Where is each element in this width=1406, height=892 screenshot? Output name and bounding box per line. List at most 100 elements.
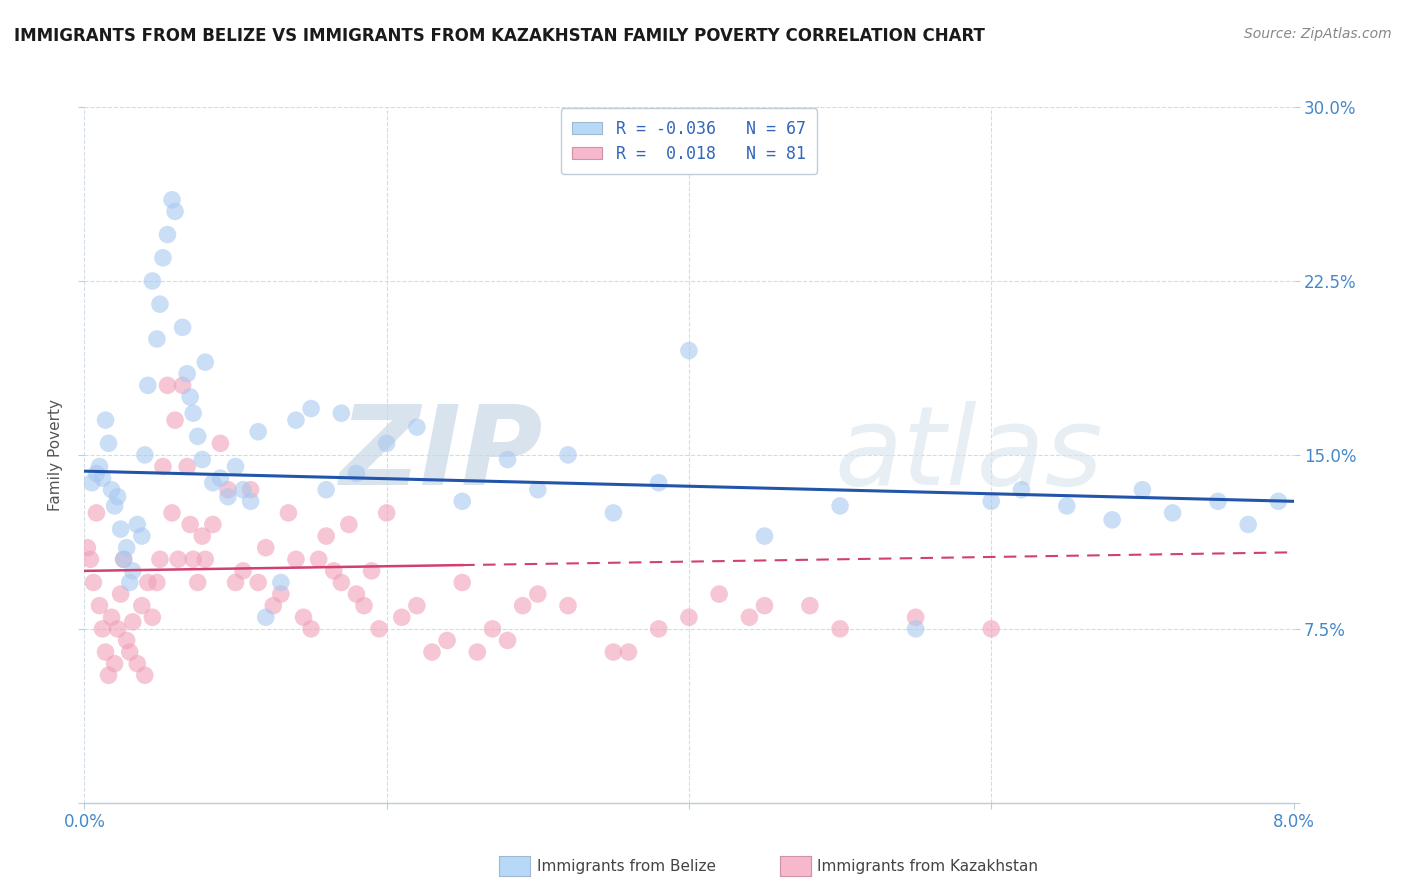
- Point: [247, 575, 270, 590]
- Point: [330, 575, 353, 590]
- Point: [1056, 499, 1078, 513]
- Point: [217, 490, 239, 504]
- Point: [181, 406, 204, 420]
- Point: [270, 587, 292, 601]
- Point: [557, 599, 579, 613]
- Point: [94, 413, 117, 427]
- Point: [131, 529, 153, 543]
- Point: [270, 575, 292, 590]
- Point: [209, 436, 232, 450]
- Point: [360, 564, 382, 578]
- Point: [285, 413, 308, 427]
- Point: [107, 622, 129, 636]
- Point: [191, 529, 214, 543]
- Point: [420, 645, 443, 659]
- Point: [254, 610, 277, 624]
- Text: Immigrants from Kazakhstan: Immigrants from Kazakhstan: [817, 859, 1038, 873]
- Point: [436, 633, 458, 648]
- Point: [179, 517, 201, 532]
- Point: [152, 459, 174, 474]
- Point: [678, 610, 700, 624]
- Point: [322, 564, 344, 578]
- Point: [527, 483, 550, 497]
- Y-axis label: Family Poverty: Family Poverty: [48, 399, 63, 511]
- Point: [315, 483, 337, 497]
- Text: Source: ZipAtlas.com: Source: ZipAtlas.com: [1244, 27, 1392, 41]
- Point: [127, 657, 149, 671]
- Point: [308, 552, 330, 566]
- Text: IMMIGRANTS FROM BELIZE VS IMMIGRANTS FROM KAZAKHSTAN FAMILY POVERTY CORRELATION : IMMIGRANTS FROM BELIZE VS IMMIGRANTS FRO…: [14, 27, 986, 45]
- Point: [201, 475, 224, 490]
- Point: [451, 575, 474, 590]
- Point: [527, 587, 550, 601]
- Point: [91, 622, 114, 636]
- Point: [156, 378, 179, 392]
- Point: [181, 552, 204, 566]
- Point: [201, 517, 224, 532]
- Point: [179, 390, 201, 404]
- Point: [146, 575, 169, 590]
- Point: [176, 459, 198, 474]
- Point: [496, 452, 519, 467]
- Point: [337, 517, 360, 532]
- Point: [152, 251, 174, 265]
- Point: [149, 552, 172, 566]
- Point: [467, 645, 489, 659]
- Text: ZIP: ZIP: [340, 401, 544, 508]
- Point: [299, 401, 322, 416]
- Point: [100, 610, 122, 624]
- Point: [172, 378, 194, 392]
- Point: [754, 529, 776, 543]
- Point: [709, 587, 731, 601]
- Text: Immigrants from Belize: Immigrants from Belize: [537, 859, 716, 873]
- Point: [121, 564, 143, 578]
- Point: [512, 599, 534, 613]
- Point: [194, 355, 217, 369]
- Point: [104, 657, 127, 671]
- Point: [121, 615, 143, 629]
- Point: [391, 610, 413, 624]
- Point: [156, 227, 179, 242]
- Text: atlas: atlas: [834, 401, 1102, 508]
- Point: [980, 494, 1002, 508]
- Point: [91, 471, 114, 485]
- Point: [1267, 494, 1289, 508]
- Point: [738, 610, 761, 624]
- Point: [602, 506, 624, 520]
- Point: [217, 483, 239, 497]
- Point: [112, 552, 135, 566]
- Point: [1132, 483, 1154, 497]
- Point: [89, 459, 111, 474]
- Point: [80, 475, 103, 490]
- Point: [165, 413, 187, 427]
- Point: [82, 575, 104, 590]
- Point: [118, 645, 141, 659]
- Point: [375, 506, 398, 520]
- Point: [141, 274, 163, 288]
- Point: [617, 645, 640, 659]
- Point: [146, 332, 169, 346]
- Point: [648, 475, 671, 490]
- Point: [97, 668, 120, 682]
- Point: [406, 420, 429, 434]
- Point: [285, 552, 308, 566]
- Point: [127, 517, 149, 532]
- Point: [79, 552, 101, 566]
- Point: [292, 610, 315, 624]
- Point: [110, 522, 132, 536]
- Point: [149, 297, 172, 311]
- Point: [112, 552, 135, 566]
- Point: [830, 622, 852, 636]
- Point: [225, 575, 247, 590]
- Point: [262, 599, 284, 613]
- Point: [299, 622, 322, 636]
- Point: [239, 483, 262, 497]
- Point: [107, 490, 129, 504]
- Point: [330, 406, 353, 420]
- Point: [239, 494, 262, 508]
- Point: [225, 459, 247, 474]
- Point: [1101, 513, 1123, 527]
- Point: [648, 622, 671, 636]
- Point: [172, 320, 194, 334]
- Point: [187, 575, 209, 590]
